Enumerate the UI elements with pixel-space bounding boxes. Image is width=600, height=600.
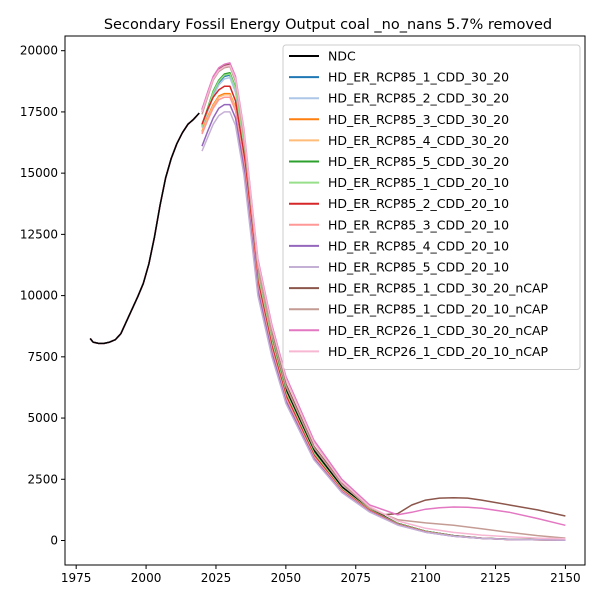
y-tick-label: 5000 [27, 411, 58, 425]
legend-label: NDC [328, 49, 356, 64]
series-line [201, 111, 566, 541]
legend-label: HD_ER_RCP85_1_CDD_20_10_nCAP [328, 302, 549, 317]
legend-label: HD_ER_RCP85_1_CDD_30_20 [328, 70, 509, 85]
y-tick-label: 2500 [27, 472, 58, 486]
x-tick-label: 2000 [131, 571, 162, 585]
legend-label: HD_ER_RCP26_1_CDD_30_20_nCAP [328, 323, 549, 338]
y-tick-label: 12500 [20, 227, 58, 241]
plot-frame [64, 35, 586, 566]
legend-box [282, 44, 581, 370]
legend-label: HD_ER_RCP85_5_CDD_20_10 [328, 260, 509, 275]
legend-label: HD_ER_RCP85_1_CDD_30_20_nCAP [328, 281, 549, 296]
x-tick-label: 2150 [550, 571, 581, 585]
legend-label: HD_ER_RCP85_4_CDD_20_10 [328, 238, 509, 253]
history-line [89, 112, 200, 345]
legend-label: HD_ER_RCP85_3_CDD_30_20 [328, 112, 509, 127]
history-line [89, 112, 200, 345]
legend-label: HD_ER_RCP85_2_CDD_20_10 [328, 196, 509, 211]
history-line [89, 112, 200, 345]
legend: NDC HD_ER_RCP85_1_CDD_30_20 HD_ER_RCP85_2_… [282, 44, 581, 370]
series-lines [89, 62, 566, 541]
history-line [89, 112, 200, 345]
x-tick-label: 2025 [201, 571, 232, 585]
history-line [89, 112, 200, 345]
history-line [89, 112, 200, 345]
history-line [89, 112, 200, 345]
x-tick-label: 2075 [340, 571, 371, 585]
legend-label: HD_ER_RCP26_1_CDD_20_10_nCAP [328, 344, 549, 359]
x-tick-label: 2125 [480, 571, 511, 585]
x-tick-label: 2100 [410, 571, 441, 585]
y-tick-label: 17500 [20, 105, 58, 119]
x-tick-label: 2050 [271, 571, 302, 585]
series-line [201, 64, 566, 540]
history-line [89, 112, 200, 345]
history-line [89, 112, 200, 345]
chart-title: Secondary Fossil Energy Output coal _no_… [104, 17, 552, 33]
history-line [89, 112, 200, 345]
y-tick-label: 0 [50, 534, 58, 548]
y-tick-label: 15000 [20, 166, 58, 180]
legend-label: HD_ER_RCP85_3_CDD_20_10 [328, 217, 509, 232]
history-line [89, 112, 200, 345]
legend-label: HD_ER_RCP85_5_CDD_30_20 [328, 154, 509, 169]
legend-label: HD_ER_RCP85_1_CDD_20_10 [328, 175, 509, 190]
series-line [201, 65, 566, 539]
series-line [201, 62, 566, 527]
history-line [89, 112, 200, 345]
axes: 1975 2000 2025 2050 2075 2100 2125 2150 0 2500 500… [20, 35, 586, 585]
history-line [89, 112, 200, 345]
history-line [89, 112, 200, 345]
legend-label: HD_ER_RCP85_2_CDD_30_20 [328, 91, 509, 106]
y-tick-label: 7500 [27, 350, 58, 364]
history-line [89, 112, 200, 345]
legend-label: HD_ER_RCP85_4_CDD_30_20 [328, 133, 509, 148]
y-tick-label: 20000 [20, 44, 58, 58]
y-tick-label: 10000 [20, 289, 58, 303]
x-tick-label: 1975 [61, 571, 92, 585]
